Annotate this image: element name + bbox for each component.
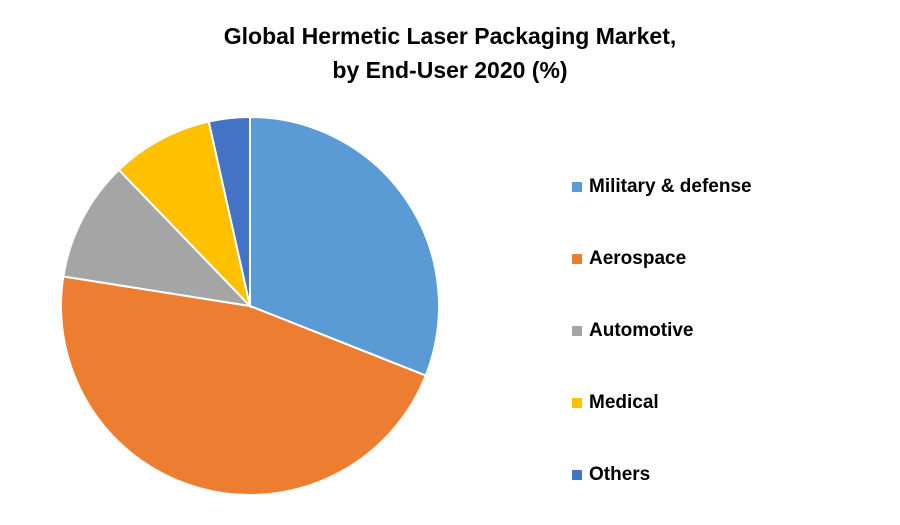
pie-slice [60, 275, 428, 497]
legend-marker [572, 326, 582, 336]
legend-marker [572, 470, 582, 480]
legend-label: Aerospace [589, 248, 686, 269]
chart-title: by End-User 2020 (%) [332, 57, 567, 83]
legend-marker [572, 254, 582, 264]
chart-title: Global Hermetic Laser Packaging Market, [224, 23, 677, 49]
legend-marker [572, 398, 582, 408]
legend-marker [572, 182, 582, 192]
pie-slice [117, 120, 252, 310]
legend-label: Automotive [589, 320, 694, 341]
legend-label: Others [589, 464, 650, 485]
pie-slice [62, 168, 253, 308]
legend-label: Medical [589, 392, 659, 413]
pie-slice [249, 115, 440, 377]
legend-label: Military & defense [589, 176, 752, 197]
pie-slice [207, 115, 251, 307]
